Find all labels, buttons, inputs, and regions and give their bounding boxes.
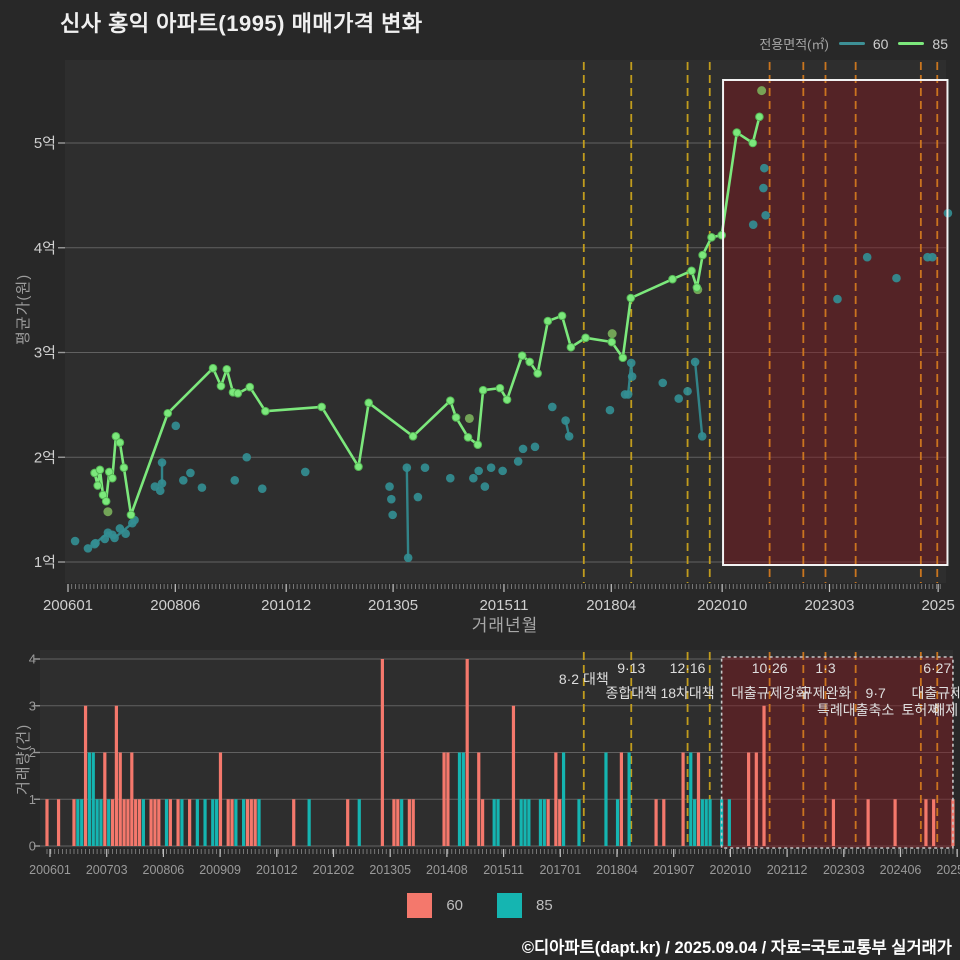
regulation-period-border [720, 79, 954, 849]
svg-text:202508: 202508 [936, 863, 960, 877]
legend-label-85-bars: 85 [536, 897, 553, 914]
svg-text:201012: 201012 [256, 863, 298, 877]
svg-text:202010: 202010 [710, 863, 752, 877]
svg-text:200909: 200909 [199, 863, 241, 877]
date-axis-title: 거래년월 [471, 616, 539, 635]
svg-text:200806: 200806 [150, 597, 200, 614]
svg-text:202406: 202406 [880, 863, 922, 877]
svg-text:202303: 202303 [804, 597, 854, 614]
axis-tick-labels: 200601 200806 201012 201305 201511 201804 2020… [29, 135, 960, 877]
policy-annotation: 18차대책 [660, 685, 714, 701]
svg-text:202112: 202112 [767, 863, 808, 877]
svg-text:2억: 2억 [34, 449, 56, 466]
policy-annotation: 해제 [932, 702, 958, 718]
policy-annotation: 6·27 [923, 660, 951, 676]
price-axis-title: 평균가(원) [15, 273, 32, 345]
legend-label-60-bars: 60 [446, 897, 463, 914]
svg-text:201408: 201408 [426, 863, 468, 877]
policy-annotation: 특례대출축소 [817, 702, 894, 718]
price-series-85 [90, 86, 767, 520]
legend-line-60-icon [838, 42, 865, 45]
policy-annotation: 1·3 [815, 660, 835, 676]
volume-axis-title: 거래량(건) [15, 723, 32, 795]
policy-annotation: 대출규제강화 [731, 685, 808, 701]
svg-text:201305: 201305 [369, 863, 411, 877]
svg-text:201511: 201511 [479, 597, 528, 614]
svg-text:0: 0 [29, 839, 36, 854]
swatch-85-icon [497, 893, 522, 918]
policy-annotation: 토허제 [902, 702, 941, 718]
attribution: ©디아파트(dapt.kr) / 2025.09.04 / 자료=국토교통부 실… [521, 939, 952, 957]
policy-annotation: 10·26 [752, 660, 788, 676]
page-title: 신사 홍익 아파트(1995) 매매가격 변화 [60, 11, 423, 36]
svg-text:201012: 201012 [261, 597, 311, 614]
svg-text:201511: 201511 [483, 863, 524, 877]
policy-lines [582, 62, 939, 846]
svg-text:200601: 200601 [29, 863, 71, 877]
policy-annotation: 9·13 [617, 660, 645, 676]
policy-annotation: 9·7 [866, 685, 886, 701]
legend-line-85-icon [898, 42, 925, 45]
policy-annotation: 12·16 [670, 660, 706, 676]
svg-text:202303: 202303 [823, 863, 865, 877]
svg-text:3: 3 [29, 698, 36, 713]
series-legend: 60 85 [0, 893, 960, 918]
gridlines [34, 142, 953, 847]
policy-annotation: 종합대책 [605, 685, 657, 701]
svg-text:4억: 4억 [34, 240, 56, 257]
regulation-period-fill [721, 80, 953, 848]
svg-text:3억: 3억 [34, 345, 56, 362]
svg-text:1억: 1억 [34, 554, 56, 571]
legend-item-60-bars[interactable]: 60 [407, 893, 463, 918]
svg-text:201907: 201907 [653, 863, 695, 877]
svg-text:200703: 200703 [86, 863, 128, 877]
svg-text:5억: 5억 [34, 135, 56, 152]
svg-text:200601: 200601 [43, 597, 93, 614]
svg-text:201305: 201305 [368, 597, 418, 614]
svg-text:2025: 2025 [921, 597, 954, 614]
volume-bars [45, 659, 955, 846]
area-legend-title: 전용면적(㎡) [759, 37, 829, 52]
axis-ticks [46, 584, 958, 857]
policy-annotation: 대출규제 [911, 685, 960, 701]
price-series-60 [70, 163, 953, 563]
legend-item-85-bars[interactable]: 85 [497, 893, 553, 918]
svg-text:201701: 201701 [539, 863, 581, 877]
svg-text:201202: 201202 [313, 863, 355, 877]
legend-label-85: 85 [932, 35, 948, 52]
area-legend: 전용면적(㎡) 60 85 [759, 34, 948, 53]
policy-annotations: 8·2 대책 9·13 종합대책 12·16 18차대책 10·26 대출규제강화 1·3 규제… [559, 660, 960, 718]
policy-annotation: 규제완화 [800, 685, 852, 701]
svg-text:200806: 200806 [143, 863, 185, 877]
svg-text:201804: 201804 [586, 597, 636, 614]
svg-text:202010: 202010 [697, 597, 747, 614]
svg-text:1: 1 [29, 792, 36, 807]
policy-annotation: 8·2 대책 [559, 671, 609, 687]
svg-text:2: 2 [29, 745, 36, 760]
svg-text:4: 4 [29, 652, 36, 667]
legend-item-60[interactable]: 60 [838, 35, 889, 52]
svg-text:201804: 201804 [596, 863, 638, 877]
legend-label-60: 60 [872, 35, 889, 52]
swatch-60-icon [407, 893, 433, 918]
legend-item-85[interactable]: 85 [898, 36, 948, 52]
